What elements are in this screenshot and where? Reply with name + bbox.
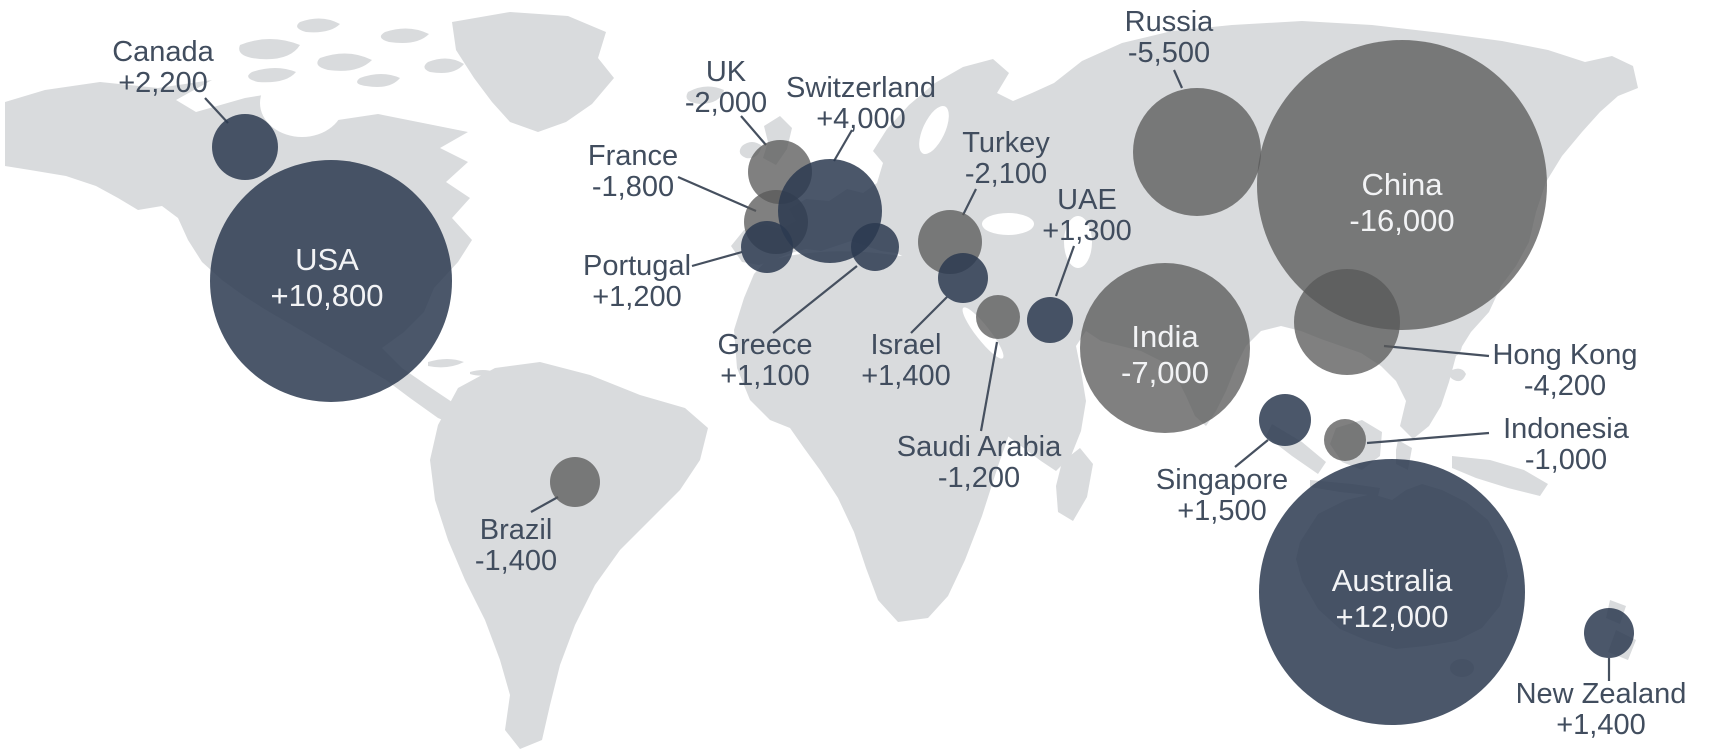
greenland [452,12,614,132]
bubble-israel[interactable] [938,253,988,303]
leader-line-uae [1054,245,1076,297]
bubble-china[interactable] [1257,40,1547,330]
black-sea [982,213,1034,235]
leader-line-indonesia [1366,431,1490,445]
bubble-portugal[interactable] [741,221,793,273]
bubble-canada[interactable] [212,114,278,180]
bubble-australia[interactable] [1259,459,1525,725]
madagascar [1056,448,1093,521]
bubble-usa[interactable] [210,160,452,402]
hudson-bay [260,69,344,137]
bubble-greece[interactable] [851,223,899,271]
bubble-brazil[interactable] [550,457,600,507]
bubble-new-zealand[interactable] [1584,608,1634,658]
caribbean-islands [428,359,522,388]
bubble-saudi-arabia[interactable] [976,295,1020,339]
leader-line-brazil [530,496,559,513]
leader-line-israel [910,296,948,334]
leader-line-singapore [1234,439,1269,468]
bubbles [210,40,1634,725]
baltic-sea [919,105,949,155]
leader-line-uk [740,115,767,146]
leader-line-portugal [691,250,743,268]
arctic-islands [239,18,464,88]
leader-line-greece [772,265,858,334]
continent-south-america [430,362,708,749]
leader-lines [204,69,1611,681]
bubble-india[interactable] [1080,263,1250,433]
leader-line-canada [204,97,229,124]
iceland [686,86,724,104]
leader-line-russia [1172,69,1184,89]
leader-line-hong-kong [1383,344,1490,358]
bubble-indonesia[interactable] [1324,419,1366,461]
bubble-hong-kong[interactable] [1294,269,1400,375]
bubble-uae[interactable] [1027,297,1073,343]
bubble-singapore[interactable] [1259,394,1311,446]
leader-line-turkey [962,188,977,216]
leader-line-saudi-arabia [979,341,999,432]
leader-line-switzerland [833,129,853,162]
leader-line-france [677,175,757,213]
bubble-russia[interactable] [1133,88,1261,216]
